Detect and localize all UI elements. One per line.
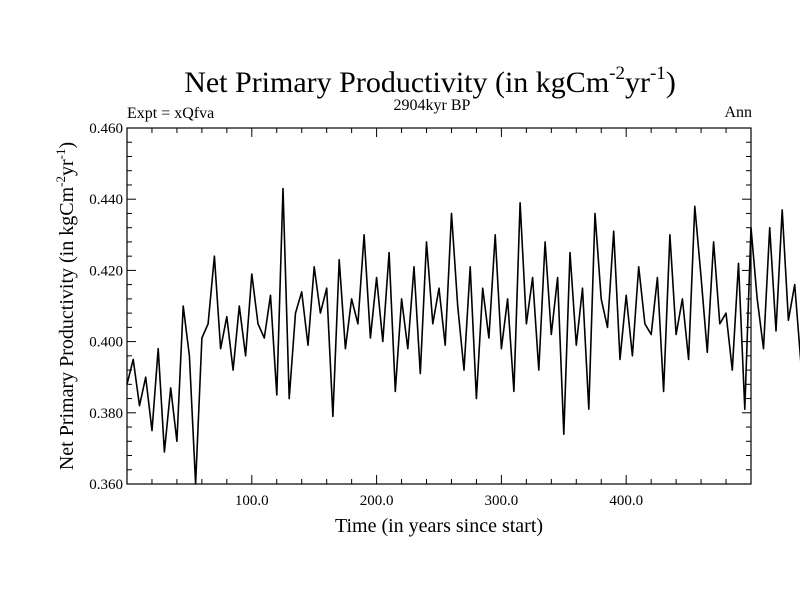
x-tick-label: 400.0 [609,493,643,509]
x-axis-label: Time (in years since start) [335,515,543,537]
y-tick-label: 0.380 [89,406,123,422]
chart-subtitle: 2904kyr BP [394,97,471,114]
y-axis-label-sup2: -1 [53,149,68,160]
y-tick-label: 0.460 [89,121,123,137]
chart-title-sup2: -1 [650,63,666,84]
plot-frame [126,127,752,485]
y-axis-ticks: 0.360 0.380 0.400 0.420 0.440 0.460 [89,121,751,493]
y-tick-label: 0.440 [89,192,123,208]
y-axis-label-end: ) [56,142,78,149]
y-tick-label: 0.360 [89,477,123,493]
y-tick-label: 0.420 [89,263,123,279]
season-label: Ann [724,104,752,121]
chart-title-main: Net Primary Productivity (in kgCm [184,66,609,99]
x-tick-label: 200.0 [360,493,394,509]
experiment-label: Expt = xQfva [127,105,214,122]
y-axis-label-mid: yr [56,159,78,176]
chart-title-end: ) [666,66,676,99]
chart-title-sup1: -2 [609,63,625,84]
chart-title: Net Primary Productivity (in kgCm-2yr-1) [184,63,676,99]
series-line-npp [126,187,800,485]
y-axis-label: Net Primary Productivity (in kgCm-2yr-1) [53,142,78,470]
y-axis-label-main: Net Primary Productivity (in kgCm [56,186,78,470]
y-tick-label: 0.400 [89,335,123,351]
chart-title-mid: yr [625,66,650,99]
x-axis-ticks: 100.0 200.0 300.0 400.0 [151,128,727,509]
y-axis-label-sup1: -2 [53,176,68,187]
x-tick-label: 300.0 [485,493,519,509]
x-tick-label: 100.0 [235,493,269,509]
